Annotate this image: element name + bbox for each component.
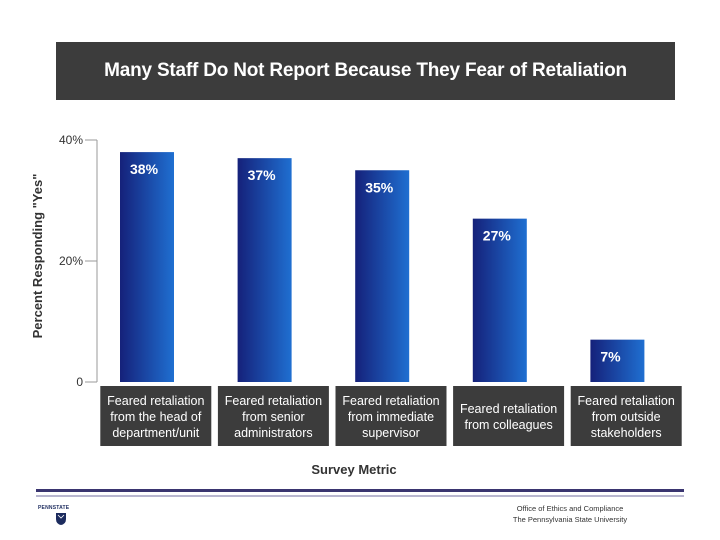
shield-icon [56,513,66,525]
category-box [570,386,682,446]
footer-org-line1: Office of Ethics and Compliance [516,504,624,513]
category-label: from immediate [348,410,434,424]
x-axis-label: Survey Metric [311,462,396,477]
category-label: stakeholders [591,426,662,440]
bar-value-label: 35% [365,179,394,195]
footer-rule-light [36,495,684,497]
y-tick-label: 20% [59,254,83,268]
logo-wordmark: PENNSTATE [38,505,70,511]
footer-org-line2: The Pennsylvania State University [512,515,628,524]
penn-state-logo: PENNSTATE [38,505,69,525]
category-label: administrators [234,426,313,440]
chart-title: Many Staff Do Not Report Because They Fe… [104,60,627,81]
bar [590,339,645,382]
chart-title-banner: Many Staff Do Not Report Because They Fe… [56,42,675,100]
bar [472,218,527,382]
bar [237,158,292,382]
y-tick-label: 0 [76,375,83,389]
category-box [453,386,565,446]
category-box [100,386,212,446]
category-label: from outside [592,410,661,424]
footer-rule-dark [36,489,684,492]
bar-value-label: 27% [483,228,512,244]
category-label: Feared retaliation [225,394,322,408]
category-label: from colleagues [464,418,552,432]
category-box [335,386,447,446]
category-label: Feared retaliation [460,402,557,416]
bar-value-label: 37% [248,167,277,183]
category-label: supervisor [362,426,420,440]
footer-organization: Office of Ethics and Compliance The Penn… [480,503,660,525]
category-label: from senior [242,410,305,424]
bar-value-label: 38% [130,161,159,177]
category-label: from the head of [110,410,202,424]
bar [120,152,174,382]
y-axis-label: Percent Responding "Yes" [30,174,45,339]
category-label: Feared retaliation [107,394,204,408]
category-label: department/unit [112,426,199,440]
category-label: Feared retaliation [578,394,675,408]
category-label: Feared retaliation [342,394,439,408]
y-tick-label: 40% [59,133,83,147]
bar [355,170,410,382]
bar-value-label: 7% [600,349,621,365]
category-box [217,386,329,446]
